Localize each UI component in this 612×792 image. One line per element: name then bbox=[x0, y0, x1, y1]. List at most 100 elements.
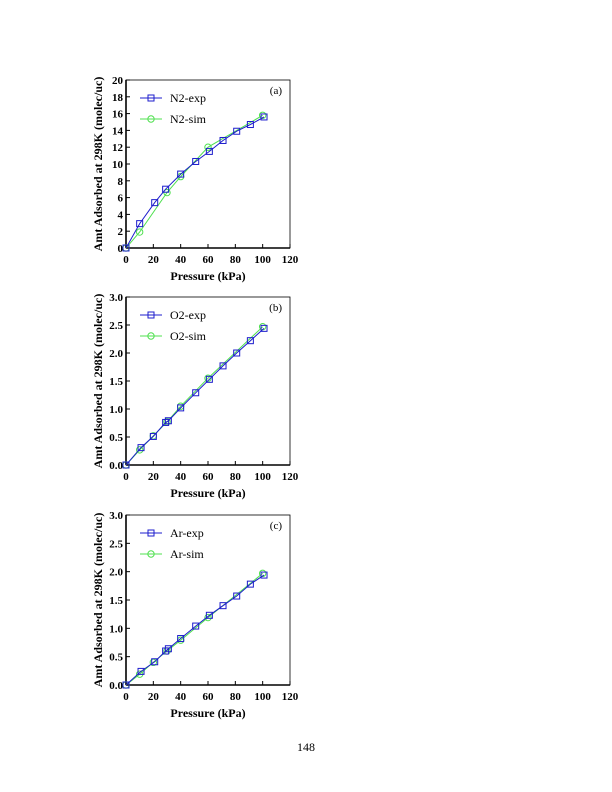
x-tick-label: 100 bbox=[254, 254, 271, 266]
data-point bbox=[164, 417, 172, 425]
legend-marker bbox=[147, 94, 155, 102]
y-tick-label: 4 bbox=[118, 209, 124, 221]
series-line bbox=[125, 116, 265, 249]
series-N2-sim bbox=[122, 111, 267, 252]
x-tick-label: 120 bbox=[282, 254, 299, 266]
data-point bbox=[122, 681, 130, 689]
data-point bbox=[205, 375, 213, 383]
y-tick-label: 10 bbox=[112, 159, 124, 171]
data-point bbox=[135, 446, 144, 454]
plot-frame bbox=[125, 79, 291, 249]
x-tick-label: 80 bbox=[230, 254, 242, 266]
x-tick-label: 40 bbox=[175, 691, 187, 703]
y-axis-title: Amt Adsorbed at 298K (molec/uc) bbox=[91, 77, 105, 252]
x-tick-label: 40 bbox=[175, 471, 187, 483]
data-point bbox=[137, 444, 145, 452]
legend-entry: O2-exp bbox=[140, 308, 206, 322]
data-point bbox=[219, 136, 227, 144]
panel-label: (c) bbox=[270, 520, 283, 532]
legend-label: O2-sim bbox=[170, 329, 207, 343]
legend-marker bbox=[147, 529, 155, 537]
y-tick-label: 1.5 bbox=[109, 595, 123, 607]
data-point bbox=[192, 389, 200, 397]
x-tick-label: 120 bbox=[282, 691, 299, 703]
y-axis-title: Amt Adsorbed at 298K (molec/uc) bbox=[91, 294, 105, 469]
y-axis-title: Amt Adsorbed at 298K (molec/uc) bbox=[91, 513, 105, 688]
legend-entry: N2-sim bbox=[140, 112, 207, 126]
legend-marker bbox=[147, 332, 155, 340]
y-tick-label: 14 bbox=[112, 125, 124, 137]
x-tick-label: 20 bbox=[148, 471, 160, 483]
x-tick-label: 0 bbox=[123, 254, 129, 266]
legend-marker bbox=[147, 115, 155, 123]
data-point bbox=[149, 432, 157, 440]
series-line bbox=[125, 328, 265, 466]
data-point bbox=[177, 170, 185, 178]
y-tick-label: 16 bbox=[112, 109, 124, 121]
data-point bbox=[205, 147, 213, 155]
panel-label: (b) bbox=[269, 302, 282, 314]
x-axis-title: Pressure (kPa) bbox=[170, 486, 245, 500]
legend-label: O2-exp bbox=[170, 308, 206, 322]
y-tick-label: 20 bbox=[112, 75, 124, 87]
data-point bbox=[164, 645, 172, 653]
data-point bbox=[136, 220, 144, 228]
x-tick-label: 60 bbox=[203, 254, 215, 266]
x-tick-label: 80 bbox=[230, 471, 242, 483]
data-point bbox=[219, 362, 227, 370]
data-point bbox=[162, 185, 170, 193]
legend-marker bbox=[147, 550, 155, 558]
data-point bbox=[233, 349, 241, 357]
y-tick-label: 1.5 bbox=[109, 376, 123, 388]
data-point bbox=[204, 143, 212, 151]
x-axis-title: Pressure (kPa) bbox=[170, 706, 245, 720]
data-point bbox=[233, 127, 241, 135]
data-point bbox=[246, 337, 254, 345]
x-tick-label: 60 bbox=[203, 691, 215, 703]
y-tick-label: 0 bbox=[118, 243, 124, 255]
y-tick-label: 0.0 bbox=[109, 460, 123, 472]
data-point bbox=[135, 228, 144, 236]
y-tick-label: 3.0 bbox=[109, 510, 123, 522]
x-tick-label: 80 bbox=[230, 691, 242, 703]
data-point bbox=[177, 635, 185, 643]
legend-entry: N2-exp bbox=[140, 91, 206, 105]
y-tick-label: 2.5 bbox=[109, 320, 123, 332]
series-N2-exp bbox=[122, 113, 268, 252]
data-point bbox=[192, 622, 200, 630]
data-point bbox=[258, 111, 267, 119]
legend-entry: Ar-sim bbox=[140, 547, 204, 561]
legend-label: N2-exp bbox=[170, 91, 206, 105]
y-tick-label: 1.0 bbox=[109, 623, 123, 635]
y-tick-label: 18 bbox=[112, 92, 124, 104]
legend-label: N2-sim bbox=[170, 112, 207, 126]
legend-entry: Ar-exp bbox=[140, 526, 204, 540]
series-O2-exp bbox=[122, 324, 268, 469]
data-point bbox=[192, 157, 200, 165]
legend-label: Ar-sim bbox=[170, 547, 204, 561]
y-tick-label: 0.5 bbox=[109, 652, 123, 664]
y-tick-label: 0.0 bbox=[109, 680, 123, 692]
data-point bbox=[137, 667, 145, 675]
x-tick-label: 60 bbox=[203, 471, 215, 483]
x-axis-title: Pressure (kPa) bbox=[170, 269, 245, 283]
x-tick-label: 100 bbox=[254, 471, 271, 483]
series-line bbox=[125, 574, 265, 686]
y-tick-label: 3.0 bbox=[109, 292, 123, 304]
series-Ar-exp bbox=[122, 571, 268, 689]
legend-entry: O2-sim bbox=[140, 329, 207, 343]
data-point bbox=[205, 611, 213, 619]
data-point bbox=[219, 602, 227, 610]
x-tick-label: 0 bbox=[123, 471, 129, 483]
y-tick-label: 2 bbox=[118, 226, 124, 238]
panel-label: (a) bbox=[270, 85, 283, 97]
x-tick-label: 100 bbox=[254, 691, 271, 703]
data-point bbox=[260, 113, 268, 121]
y-tick-label: 2.0 bbox=[109, 567, 123, 579]
y-tick-label: 12 bbox=[112, 142, 124, 154]
page-number: 148 bbox=[297, 740, 315, 754]
data-point bbox=[122, 244, 130, 252]
data-point bbox=[151, 658, 159, 666]
chart-panel: 0.0 0.5 1.0 1.5 2.0 2.5 3.0 0 20 40 60 80 100 120 Pres… bbox=[91, 292, 299, 500]
